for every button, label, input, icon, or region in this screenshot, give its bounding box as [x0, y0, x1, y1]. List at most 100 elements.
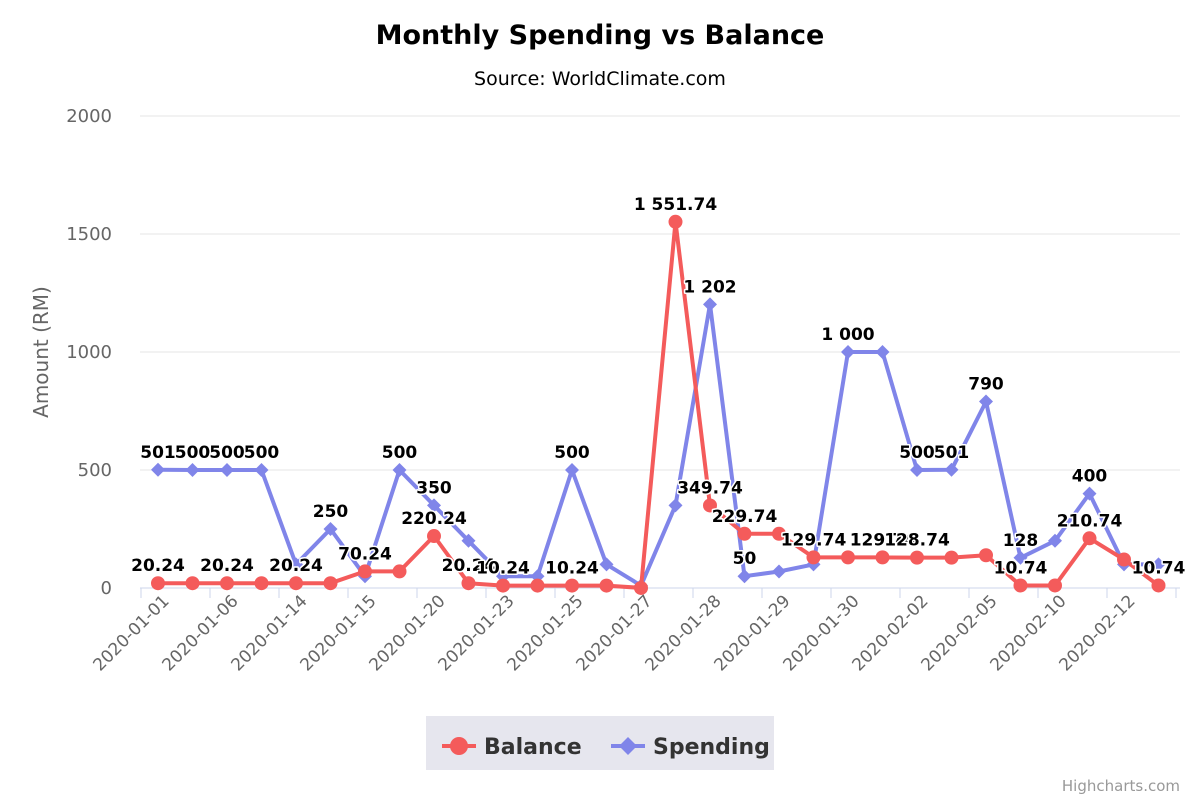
- spending-point: [1082, 486, 1097, 501]
- balance-point: [289, 576, 303, 591]
- legend-label-balance: Balance: [484, 735, 582, 760]
- balance-point: [151, 576, 165, 591]
- y-tick-label: 500: [78, 460, 112, 481]
- spending-point: [875, 345, 890, 359]
- spending-point: [979, 394, 993, 409]
- balance-data-label: 20.24: [442, 556, 496, 576]
- legend-item-spending[interactable]: Spending: [611, 735, 770, 760]
- spending-point: [289, 557, 303, 572]
- spending-point: [392, 463, 407, 477]
- spending-point: [944, 462, 959, 477]
- spending-data-label: 790: [968, 375, 1004, 395]
- spending-point: [254, 463, 269, 477]
- spending-data-label: 501: [934, 443, 970, 463]
- balance-point: [358, 564, 372, 579]
- balance-point: [461, 576, 476, 591]
- balance-point: [392, 564, 407, 579]
- balance-data-label: 20.24: [200, 556, 254, 576]
- balance-data-label: 20.24: [269, 556, 323, 576]
- spending-point: [1048, 533, 1062, 548]
- balance-data-label: 210.74: [1057, 511, 1123, 531]
- balance-legend-marker-icon: [450, 737, 468, 755]
- spending-data-label: 500: [382, 443, 418, 463]
- legend-background: [426, 716, 774, 770]
- balance-data-label: 10.74: [1132, 558, 1186, 578]
- balance-point: [1013, 578, 1028, 593]
- balance-point: [634, 580, 648, 595]
- spending-point: [841, 345, 855, 359]
- y-tick-label: 0: [101, 578, 112, 599]
- spending-point: [772, 564, 786, 579]
- spending-series-line: [156, 302, 1161, 588]
- spending-point: [565, 463, 579, 477]
- spending-data-label: 1 202: [683, 277, 736, 297]
- balance-point: [1082, 531, 1097, 546]
- spending-point: [185, 463, 200, 477]
- spending-data-label: 1 000: [821, 325, 874, 345]
- balance-point: [323, 576, 338, 591]
- balance-point: [185, 576, 200, 591]
- y-tick-label: 1500: [66, 224, 112, 245]
- balance-data-label: 10.24: [476, 559, 530, 579]
- spending-data-label: 501: [140, 443, 176, 463]
- balance-point: [599, 578, 614, 593]
- legend-item-balance[interactable]: Balance: [442, 735, 582, 760]
- spending-point: [910, 463, 924, 477]
- balance-point: [944, 550, 959, 565]
- spending-data-label: 400: [1072, 467, 1108, 487]
- balance-point: [496, 578, 510, 593]
- balance-point: [530, 578, 545, 593]
- balance-data-label: 220.24: [401, 509, 467, 529]
- spending-point: [1013, 550, 1028, 565]
- balance-data-label: 1 551.74: [634, 195, 718, 215]
- balance-point: [1117, 552, 1131, 567]
- y-axis-ticks: 0 500 1000 1500 2000: [66, 106, 112, 599]
- spending-data-label: 500: [244, 443, 280, 463]
- balance-data-label: 129.74: [850, 530, 916, 550]
- spending-data-label: 500: [554, 443, 590, 463]
- balance-point: [841, 550, 855, 565]
- balance-point: [875, 550, 890, 565]
- balance-point: [565, 578, 579, 593]
- spending-point: [427, 498, 441, 513]
- balance-point: [427, 529, 441, 544]
- balance-point: [703, 498, 717, 513]
- balance-point: [254, 576, 269, 591]
- balance-data-label: 20.24: [131, 556, 185, 576]
- spending-data-label: 350: [416, 478, 452, 498]
- credits-link[interactable]: Highcharts.com: [1062, 777, 1180, 795]
- balance-data-label: 128.74: [884, 531, 950, 551]
- balance-data-label: 349.74: [677, 478, 743, 498]
- balance-point: [806, 550, 821, 565]
- y-axis-title: Amount (RM): [29, 286, 53, 418]
- balance-point: [772, 526, 786, 541]
- balance-point: [979, 548, 993, 563]
- spending-point: [220, 463, 234, 477]
- spending-point: [1151, 557, 1166, 572]
- balance-point: [668, 214, 683, 229]
- spending-point: [703, 297, 717, 312]
- spending-point: [599, 557, 614, 572]
- balance-data-label: 70.24: [338, 544, 392, 564]
- balance-point: [737, 526, 752, 541]
- balance-data-label: 129.74: [781, 530, 847, 550]
- series-layer: [151, 214, 1166, 595]
- spending-data-label: 500: [175, 443, 211, 463]
- balance-data-label: 10.24: [545, 559, 599, 579]
- spending-data-label: 250: [313, 502, 349, 522]
- spending-legend-marker-icon: [619, 737, 637, 755]
- balance-data-label: 10.74: [994, 558, 1048, 578]
- legend: Balance Spending: [426, 716, 774, 770]
- spending-point: [461, 533, 476, 548]
- spending-data-label: 50: [733, 549, 757, 569]
- y-tick-label: 2000: [66, 106, 112, 127]
- balance-point: [1048, 578, 1062, 593]
- spending-data-label: 128: [1003, 531, 1039, 551]
- spending-point: [151, 462, 165, 477]
- balance-point: [220, 576, 234, 591]
- spending-data-label: 500: [899, 443, 935, 463]
